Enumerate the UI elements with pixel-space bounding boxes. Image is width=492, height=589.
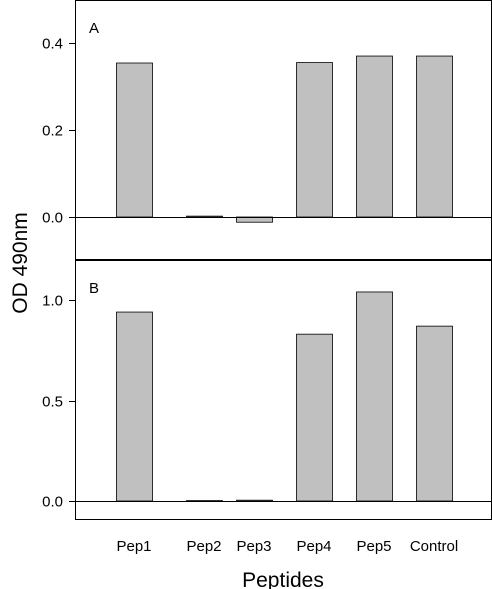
x-tick-label: Pep4	[296, 538, 331, 555]
panel-label: A	[89, 20, 99, 37]
y-tick-label: 0.5	[42, 394, 63, 411]
bar-control	[416, 55, 453, 218]
bar-pep1	[116, 311, 153, 502]
y-tick-label: 1.0	[42, 293, 63, 310]
x-tick-label: Control	[410, 538, 458, 555]
x-tick-label: Pep3	[236, 538, 271, 555]
bar-pep2	[186, 215, 223, 218]
y-tick-label: 0.0	[42, 494, 63, 511]
bar-pep4	[296, 333, 333, 502]
chart-panels: A 0.0 0.2 0.4 B 0.0 0.5 1.0	[42, 0, 492, 520]
x-axis-label: Peptides	[242, 569, 324, 589]
bar-control	[416, 325, 453, 502]
y-axis-label: OD 490nm	[9, 212, 32, 314]
bar-pep1	[116, 62, 153, 218]
bar-pep5	[356, 55, 393, 218]
y-tick-label: 0.0	[42, 210, 63, 227]
bar-pep5	[356, 291, 393, 502]
bar-pep4	[296, 62, 333, 218]
x-tick-label: Pep2	[186, 538, 221, 555]
x-tick-labels: Pep1 Pep2 Pep3 Pep4 Pep5 Control	[116, 538, 458, 555]
x-tick-label: Pep5	[356, 538, 391, 555]
x-tick-label: Pep1	[116, 538, 151, 555]
y-tick-label: 0.4	[42, 36, 63, 53]
panel-a: A 0.0 0.2 0.4	[42, 0, 492, 260]
panel-b: B 0.0 0.5 1.0	[42, 260, 492, 520]
panel-label: B	[89, 280, 99, 297]
y-tick-label: 0.2	[42, 123, 63, 140]
